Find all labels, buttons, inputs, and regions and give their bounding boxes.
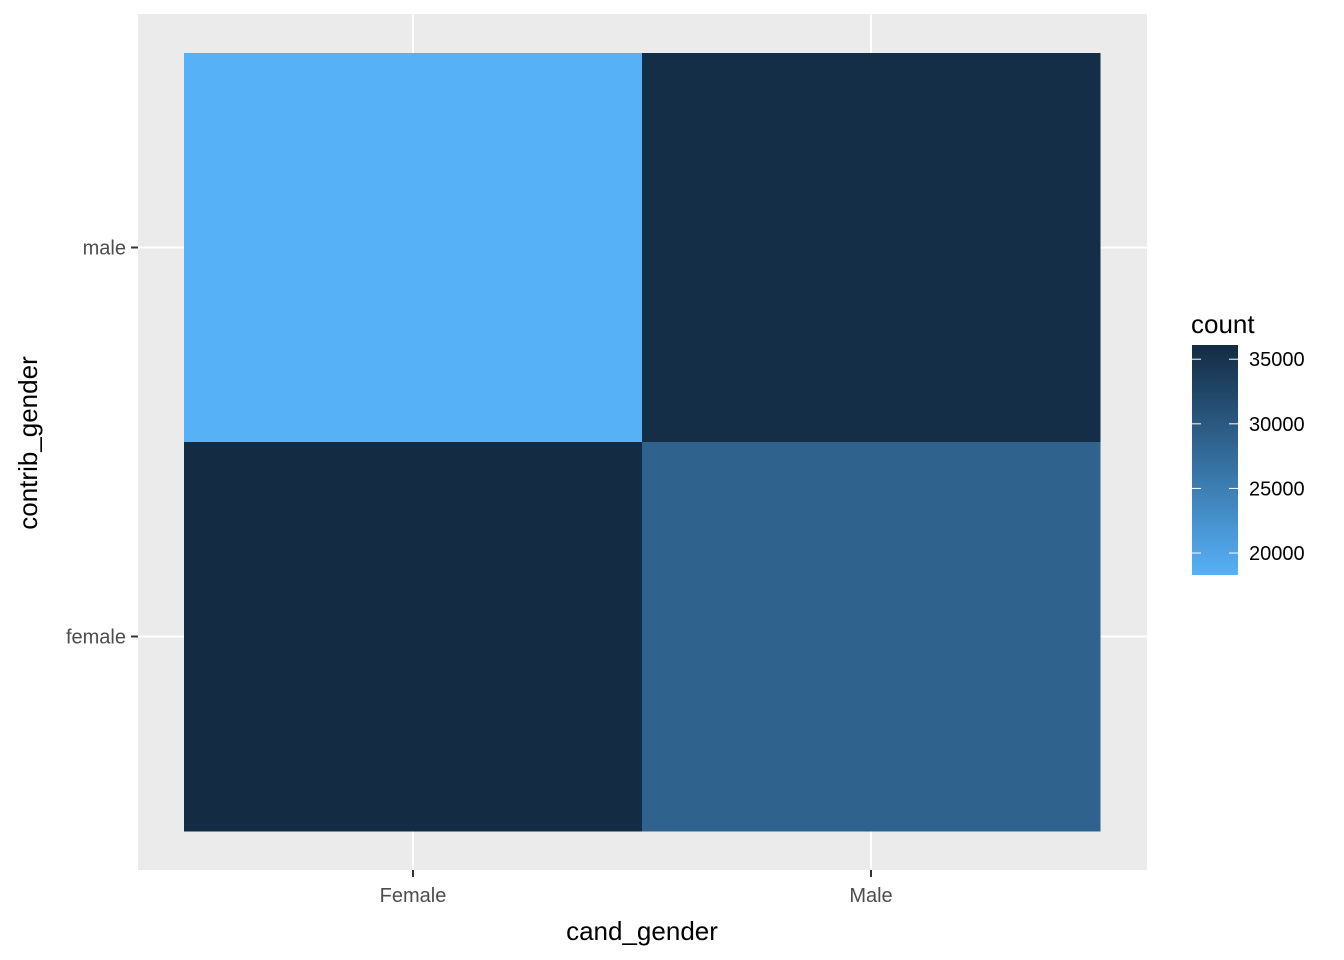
- legend-tick-label: 20000: [1249, 543, 1305, 565]
- legend-ticks: 20000 25000 30000 35000: [1192, 349, 1305, 565]
- y-tick-label: male: [83, 238, 126, 260]
- heatmap-cells: [184, 53, 1101, 832]
- y-axis: female male: [66, 238, 138, 649]
- x-axis-title: cand_gender: [566, 916, 718, 946]
- x-tick-label: Male: [849, 885, 892, 907]
- heatmap-cell-female-female: [184, 442, 643, 832]
- legend-tick-label: 30000: [1249, 414, 1305, 436]
- heatmap-cell-female-male: [184, 53, 643, 443]
- heatmap-cell-male-male: [642, 53, 1101, 443]
- y-axis-title: contrib_gender: [13, 356, 43, 530]
- color-legend: count 20000 25000 30000 35000: [1191, 309, 1305, 575]
- legend-colorbar: [1192, 345, 1238, 575]
- y-tick-label: female: [66, 627, 126, 649]
- legend-tick-label: 25000: [1249, 478, 1305, 500]
- heatmap-cell-male-female: [642, 442, 1101, 832]
- legend-tick-label: 35000: [1249, 349, 1305, 371]
- x-tick-label: Female: [380, 885, 447, 907]
- legend-title: count: [1191, 309, 1255, 339]
- x-axis: Female Male: [380, 870, 893, 907]
